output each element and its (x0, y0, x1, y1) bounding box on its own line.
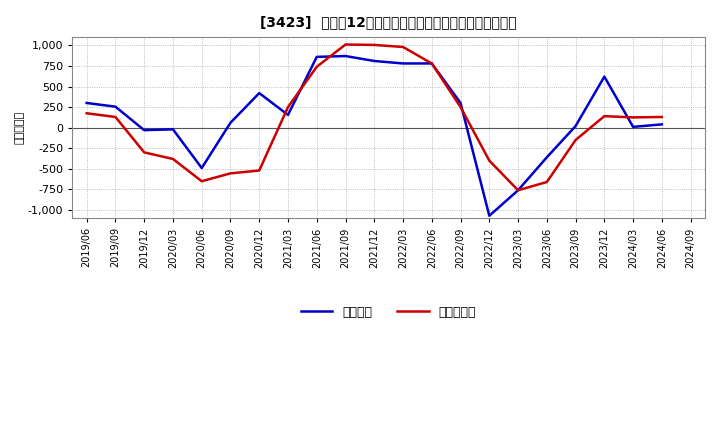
当期純利益 (514, 187, 523, 193)
当期純利益 (542, 180, 551, 185)
経常利益 (629, 124, 637, 129)
経常利益 (485, 213, 494, 218)
経常利益 (140, 128, 148, 133)
当期純利益 (629, 115, 637, 120)
経常利益 (370, 59, 379, 64)
経常利益 (456, 100, 465, 106)
当期純利益 (571, 137, 580, 143)
Legend: 経常利益, 当期純利益: 経常利益, 当期純利益 (296, 301, 481, 323)
当期純利益 (600, 114, 608, 119)
経常利益 (657, 122, 666, 127)
当期純利益 (168, 156, 177, 161)
当期純利益 (428, 61, 436, 66)
経常利益 (341, 53, 350, 59)
当期純利益 (140, 150, 148, 155)
Y-axis label: （百万円）: （百万円） (15, 111, 25, 144)
経常利益 (600, 74, 608, 79)
経常利益 (82, 100, 91, 106)
経常利益 (571, 123, 580, 128)
Line: 当期純利益: 当期純利益 (86, 44, 662, 190)
経常利益 (168, 127, 177, 132)
経常利益 (197, 165, 206, 171)
当期純利益 (370, 42, 379, 48)
経常利益 (284, 112, 292, 117)
当期純利益 (312, 64, 321, 70)
当期純利益 (226, 171, 235, 176)
Title: [3423]  利益だ12か月移動合計の対前年同期増減額の推移: [3423] 利益だ12か月移動合計の対前年同期増減額の推移 (261, 15, 517, 29)
経常利益 (514, 187, 523, 193)
当期純利益 (657, 114, 666, 120)
当期純利益 (82, 110, 91, 116)
経常利益 (111, 104, 120, 109)
経常利益 (428, 61, 436, 66)
経常利益 (255, 91, 264, 96)
当期純利益 (111, 114, 120, 120)
当期純利益 (485, 158, 494, 163)
経常利益 (312, 54, 321, 59)
当期純利益 (284, 104, 292, 110)
当期純利益 (341, 42, 350, 47)
Line: 経常利益: 経常利益 (86, 56, 662, 216)
当期純利益 (255, 168, 264, 173)
経常利益 (399, 61, 408, 66)
当期純利益 (399, 44, 408, 50)
当期純利益 (197, 179, 206, 184)
経常利益 (542, 155, 551, 160)
当期純利益 (456, 104, 465, 110)
経常利益 (226, 120, 235, 125)
